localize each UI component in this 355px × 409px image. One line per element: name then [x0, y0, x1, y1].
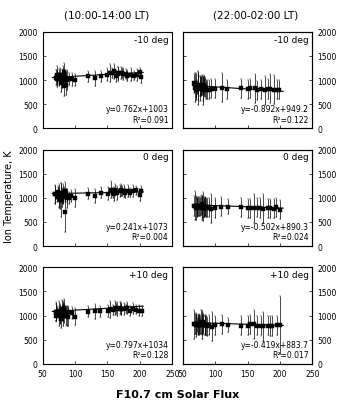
Text: (10:00-14:00 LT): (10:00-14:00 LT): [64, 10, 149, 20]
Text: y=0.797x+1034
R²=0.128: y=0.797x+1034 R²=0.128: [105, 340, 168, 359]
Text: 0 deg: 0 deg: [283, 153, 308, 162]
Text: y=-0.419x+883.7
R²=0.017: y=-0.419x+883.7 R²=0.017: [241, 340, 308, 359]
Text: y=-0.892x+949.2
R²=0.122: y=-0.892x+949.2 R²=0.122: [241, 105, 308, 124]
Text: -10 deg: -10 deg: [274, 36, 308, 45]
Text: 0 deg: 0 deg: [143, 153, 168, 162]
Text: y=-0.502x+890.3
R²=0.024: y=-0.502x+890.3 R²=0.024: [240, 222, 308, 242]
Text: F10.7 cm Solar Flux: F10.7 cm Solar Flux: [116, 389, 239, 399]
Text: Ion Temperature, K: Ion Temperature, K: [4, 150, 14, 243]
Text: y=0.241x+1073
R²=0.004: y=0.241x+1073 R²=0.004: [106, 222, 168, 242]
Text: y=0.762x+1003
R²=0.091: y=0.762x+1003 R²=0.091: [105, 105, 168, 124]
Text: +10 deg: +10 deg: [130, 271, 168, 280]
Text: (22:00-02:00 LT): (22:00-02:00 LT): [213, 10, 298, 20]
Text: -10 deg: -10 deg: [134, 36, 168, 45]
Text: +10 deg: +10 deg: [269, 271, 308, 280]
